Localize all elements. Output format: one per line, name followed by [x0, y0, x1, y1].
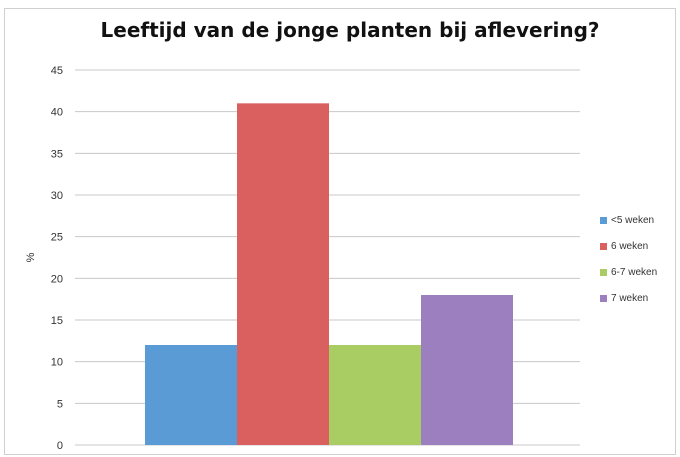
y-tick-label: 15	[51, 315, 63, 327]
y-tick-label: 5	[57, 398, 63, 410]
legend-label: 7 weken	[611, 292, 649, 304]
legend-item: <5 weken	[600, 207, 657, 233]
chart-title: Leeftijd van de jonge planten bij afleve…	[100, 18, 600, 42]
bar--5-weken	[145, 345, 237, 445]
y-tick-label: 20	[51, 273, 63, 285]
legend-item: 6 weken	[600, 233, 657, 259]
legend-swatch	[600, 216, 607, 224]
legend-label: <5 weken	[611, 214, 655, 226]
y-tick-label: 30	[51, 190, 63, 202]
legend-label: 6-7 weken	[611, 266, 658, 278]
y-tick-label: 35	[51, 148, 63, 160]
y-tick-label: 10	[51, 357, 63, 369]
legend-swatch	[600, 294, 607, 302]
y-tick-label: 0	[57, 440, 63, 452]
y-tick-label: 40	[51, 107, 63, 119]
bar-7-weken	[421, 295, 513, 445]
legend-swatch	[600, 268, 607, 276]
legend-item: 7 weken	[600, 285, 657, 311]
y-tick-label: 45	[51, 65, 63, 77]
bar-6-weken	[237, 103, 329, 445]
legend-label: 6 weken	[611, 240, 649, 252]
y-axis-label: %	[25, 252, 37, 262]
bar-6-7-weken	[329, 345, 421, 445]
chart-legend: <5 weken 6 weken 6-7 weken 7 weken	[600, 207, 657, 311]
y-tick-label: 25	[51, 232, 63, 244]
legend-item: 6-7 weken	[600, 259, 657, 285]
legend-swatch	[600, 242, 607, 250]
